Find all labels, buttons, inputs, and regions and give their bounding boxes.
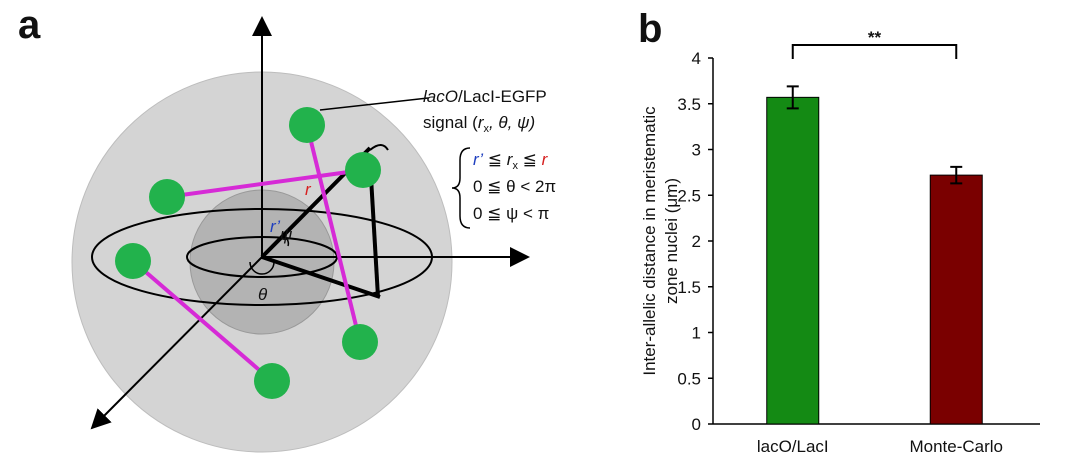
constraint: 0 ≦ ψ < π	[473, 204, 549, 223]
psi-label: ψ	[280, 225, 292, 244]
bar	[930, 175, 982, 424]
signal-title-rest: /LacI-EGFP	[458, 87, 547, 106]
x-tick-label: lacO/LacI	[757, 437, 829, 456]
x-tick-label: Monte-Carlo	[909, 437, 1003, 456]
y-axis-label: zone nuclei (μm)	[662, 178, 681, 304]
r-inner-label: r’	[270, 217, 280, 236]
significance-label: **	[868, 28, 882, 47]
sphere-diagram	[72, 18, 528, 452]
y-tick-label: 3.5	[677, 95, 701, 114]
signal-coords: signal (rx, θ, ψ)	[423, 113, 535, 135]
le: ≦	[518, 150, 542, 169]
bar	[767, 97, 819, 424]
y-tick-label: 2	[692, 232, 701, 251]
constraint: 0 ≦ θ < 2π	[473, 177, 556, 196]
le: ≦	[483, 150, 507, 169]
panel-label: b	[638, 7, 662, 51]
y-tick-label: 0.5	[677, 369, 701, 388]
signal-title-italic: lacO	[423, 87, 458, 106]
panel-label: a	[18, 3, 41, 47]
constraint: r’ ≦ rx ≦ r	[473, 150, 549, 172]
y-tick-label: 4	[692, 49, 701, 68]
y-tick-label: 0	[692, 415, 701, 434]
signal-open: signal (	[423, 113, 478, 132]
signal-rest: , θ, ψ)	[489, 113, 535, 132]
figure: a lacO/LacI-EGFP signal (rx, θ, ψ) r’ ≦ …	[0, 0, 1070, 458]
y-tick-label: 1	[692, 324, 701, 343]
y-axis-label: Inter-allelic distance in meristematic	[640, 106, 659, 376]
theta-label: θ	[258, 285, 268, 304]
significance-bracket	[793, 45, 957, 59]
signal-title: lacO/LacI-EGFP	[423, 87, 547, 106]
y-tick-label: 3	[692, 141, 701, 160]
page: a lacO/LacI-EGFP signal (rx, θ, ψ) r’ ≦ …	[0, 0, 1070, 463]
r-inner: r’	[473, 150, 483, 169]
r-outer: r	[542, 150, 549, 169]
